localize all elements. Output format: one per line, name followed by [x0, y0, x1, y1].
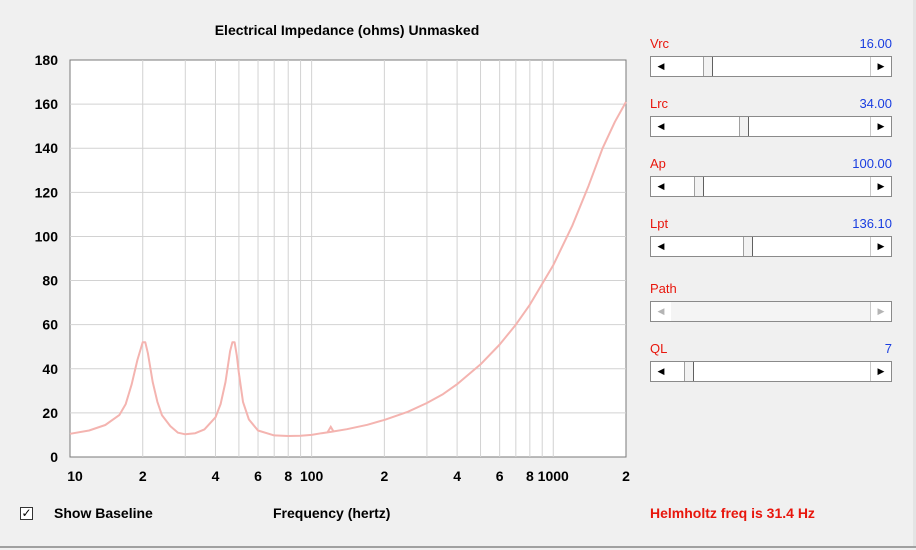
slider-track[interactable]: [671, 237, 871, 256]
slider-ql-scrollbar[interactable]: ◀ ▶: [650, 361, 892, 382]
x-tick-label: 100: [300, 468, 324, 484]
slider-thumb[interactable]: [703, 57, 714, 76]
slider-vrc-value: 16.00: [859, 36, 892, 51]
x-tick-label: 1000: [538, 468, 569, 484]
slider-lpt-label: Lpt: [650, 216, 669, 231]
x-tick-label: 10: [67, 468, 83, 484]
slider-track[interactable]: [671, 177, 871, 196]
helmholtz-status: Helmholtz freq is 31.4 Hz: [650, 505, 815, 521]
x-tick-label: 2: [139, 468, 147, 484]
slider-lrc-label: Lrc: [650, 96, 669, 111]
x-tick-label: 8: [526, 468, 534, 484]
slider-track[interactable]: [671, 117, 871, 136]
scroll-right-arrow-icon[interactable]: ▶: [870, 302, 891, 321]
x-tick-label: 8: [284, 468, 292, 484]
slider-ap: Ap 100.00 ◀ ▶: [650, 156, 892, 206]
slider-lrc-value: 34.00: [859, 96, 892, 111]
slider-thumb[interactable]: [693, 177, 704, 196]
scroll-left-arrow-icon[interactable]: ◀: [651, 362, 672, 381]
scroll-right-arrow-icon[interactable]: ▶: [870, 237, 891, 256]
slider-thumb[interactable]: [684, 362, 695, 381]
y-tick-label: 100: [35, 228, 59, 244]
curve-glitch-mark: [326, 424, 335, 433]
slider-path: Path ◀ ▶: [650, 281, 892, 331]
y-tick-label: 40: [42, 361, 58, 377]
slider-ql-value: 7: [884, 341, 892, 356]
slider-track[interactable]: [671, 57, 871, 76]
slider-lrc-scrollbar[interactable]: ◀ ▶: [650, 116, 892, 137]
scroll-right-arrow-icon[interactable]: ▶: [870, 57, 891, 76]
scroll-left-arrow-icon[interactable]: ◀: [651, 237, 672, 256]
scroll-right-arrow-icon[interactable]: ▶: [870, 177, 891, 196]
x-tick-label: 4: [212, 468, 220, 484]
x-tick-label: 4: [453, 468, 461, 484]
y-tick-label: 0: [50, 449, 58, 465]
slider-vrc: Vrc 16.00 ◀ ▶: [650, 36, 892, 86]
slider-path-scrollbar[interactable]: ◀ ▶: [650, 301, 892, 322]
slider-lpt-value: 136.10: [852, 216, 892, 231]
status-divider: [0, 546, 916, 548]
x-axis-label: Frequency (hertz): [273, 505, 391, 521]
scroll-left-arrow-icon[interactable]: ◀: [651, 117, 672, 136]
slider-path-label: Path: [650, 281, 677, 296]
scroll-left-arrow-icon[interactable]: ◀: [651, 57, 672, 76]
y-tick-label: 80: [42, 273, 58, 289]
slider-thumb[interactable]: [743, 237, 754, 256]
x-tick-label: 2: [622, 468, 630, 484]
show-baseline-label: Show Baseline: [54, 505, 153, 521]
y-tick-label: 60: [42, 317, 58, 333]
plot-area: [69, 59, 627, 458]
scroll-left-arrow-icon[interactable]: ◀: [651, 302, 672, 321]
chart-title: Electrical Impedance (ohms) Unmasked: [214, 22, 480, 38]
show-baseline-checkbox[interactable]: ✓: [20, 507, 33, 520]
slider-thumb[interactable]: [739, 117, 750, 136]
x-tick-label: 6: [496, 468, 504, 484]
scroll-right-arrow-icon[interactable]: ▶: [870, 117, 891, 136]
y-tick-label: 120: [35, 184, 59, 200]
slider-ql: QL 7 ◀ ▶: [650, 341, 892, 391]
slider-ap-value: 100.00: [852, 156, 892, 171]
scroll-left-arrow-icon[interactable]: ◀: [651, 177, 672, 196]
y-tick-label: 160: [35, 96, 59, 112]
impedance-curve: [69, 101, 627, 437]
slider-track[interactable]: [671, 302, 871, 321]
checkmark-icon: ✓: [21, 506, 32, 520]
slider-vrc-scrollbar[interactable]: ◀ ▶: [650, 56, 892, 77]
x-tick-label: 6: [254, 468, 262, 484]
y-tick-label: 140: [35, 140, 59, 156]
slider-vrc-label: Vrc: [650, 36, 670, 51]
slider-lrc: Lrc 34.00 ◀ ▶: [650, 96, 892, 146]
slider-ap-scrollbar[interactable]: ◀ ▶: [650, 176, 892, 197]
y-tick-label: 180: [35, 52, 59, 68]
slider-track[interactable]: [671, 362, 871, 381]
y-tick-label: 20: [42, 405, 58, 421]
window-edge: [913, 0, 916, 546]
slider-ql-label: QL: [650, 341, 668, 356]
slider-ap-label: Ap: [650, 156, 666, 171]
slider-lpt: Lpt 136.10 ◀ ▶: [650, 216, 892, 266]
scroll-right-arrow-icon[interactable]: ▶: [870, 362, 891, 381]
x-tick-label: 2: [380, 468, 388, 484]
slider-lpt-scrollbar[interactable]: ◀ ▶: [650, 236, 892, 257]
